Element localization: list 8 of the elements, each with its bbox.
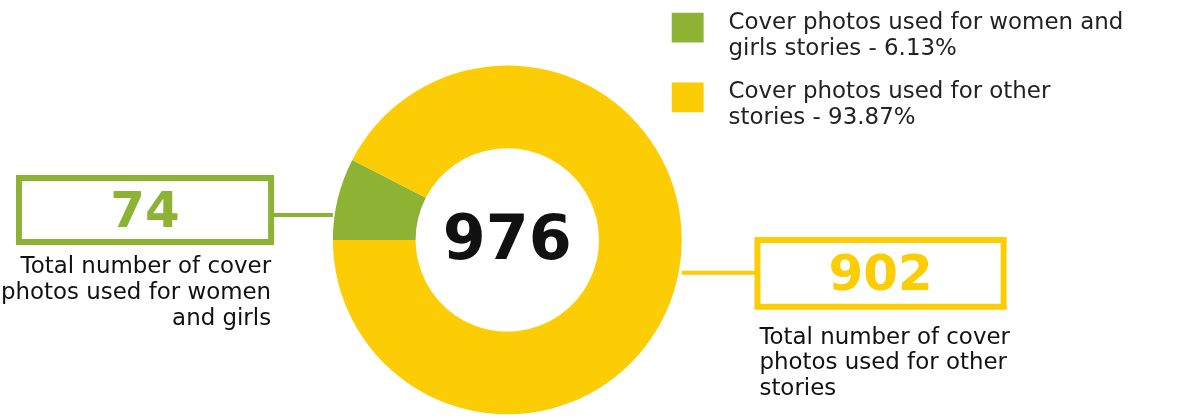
legend-label: Cover photos used for women and girls stories - 6.13% <box>728 7 1124 60</box>
data-label: 74 <box>110 180 180 239</box>
text: Total number of cover photos used for women and girls <box>0 251 272 330</box>
text: Total number of cover photos used for other stories <box>758 322 1011 401</box>
data-label: 902 <box>828 244 933 303</box>
text: 976 <box>442 201 572 274</box>
donut-slice <box>332 65 682 415</box>
legend-label: Cover photos used for other stories - 93.87% <box>728 77 1051 130</box>
